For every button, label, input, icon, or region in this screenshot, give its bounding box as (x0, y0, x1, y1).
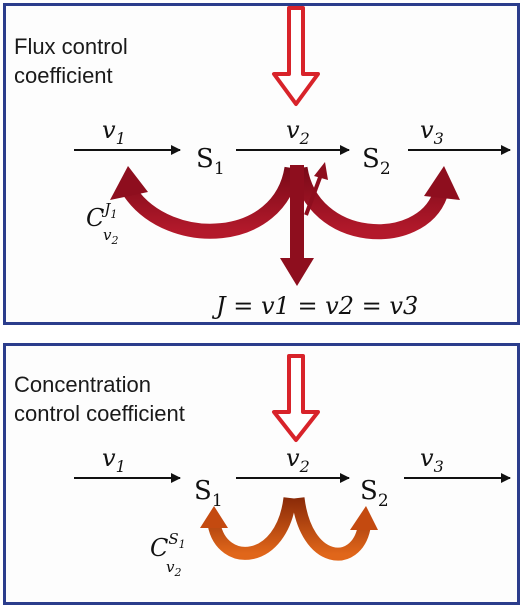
conc-S1-label: S1 (194, 476, 223, 511)
flux-control-panel (3, 3, 520, 325)
conc-v1-label: v1 (102, 444, 126, 476)
flux-v1-label: v1 (102, 116, 126, 148)
flux-S1-label: S1 (196, 144, 225, 179)
conc-coefficient-label: CS1 (150, 530, 186, 562)
flux-S2-label: S2 (362, 144, 391, 179)
conc-v3-label: v3 (420, 444, 444, 476)
perturbation-arrow-bottom (272, 354, 320, 442)
concentration-panel-title: Concentration control coefficient (14, 372, 185, 426)
conc-S2-label: S2 (360, 476, 389, 511)
perturbation-arrow (272, 6, 320, 106)
flux-panel-title: Flux control coefficient (14, 34, 128, 88)
flux-v2-label: v2 (286, 116, 310, 148)
flux-v3-label: v3 (420, 116, 444, 148)
conc-coefficient-sub: v2 (166, 558, 181, 579)
conc-v2-label: v2 (286, 444, 310, 476)
flux-effect-arrows (110, 162, 460, 286)
flux-coefficient-sub: v2 (103, 226, 118, 247)
flux-coefficient-label: CJ1 (86, 200, 117, 232)
concentration-effect-arrows (200, 497, 378, 561)
concentration-control-panel (3, 343, 520, 605)
flux-equation: J = v1 = v2 = v3 (211, 292, 418, 320)
